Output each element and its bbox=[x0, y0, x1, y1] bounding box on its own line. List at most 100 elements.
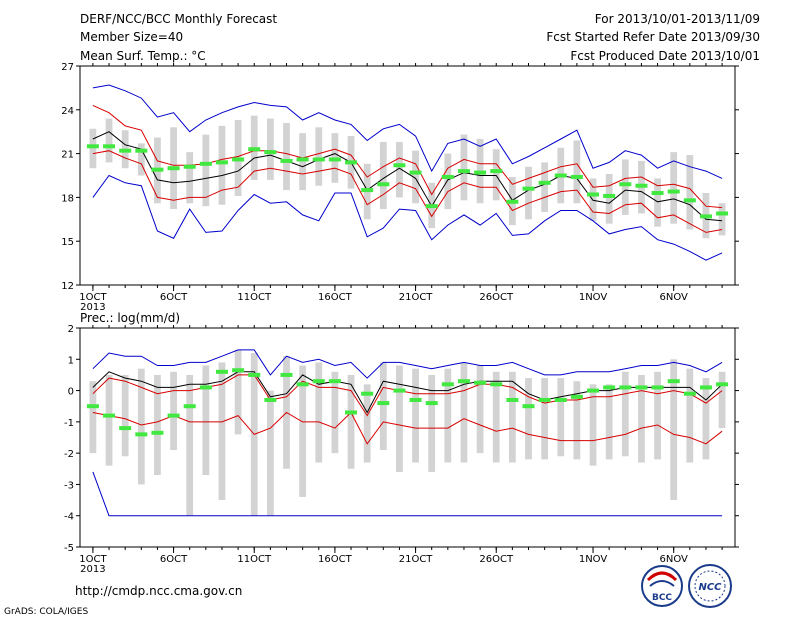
ensemble-range-box bbox=[670, 152, 678, 224]
y-tick-label: -1 bbox=[64, 418, 74, 429]
ensemble-range-box bbox=[670, 359, 678, 501]
ensemble-range-box bbox=[460, 134, 468, 201]
ensemble-range-box bbox=[589, 384, 597, 466]
mean-marker bbox=[716, 211, 729, 216]
ensemble-range-box bbox=[347, 374, 355, 469]
ensemble-range-box bbox=[525, 166, 532, 220]
mean-marker bbox=[183, 404, 196, 409]
y-tick-label: 0 bbox=[68, 387, 74, 398]
mean-marker bbox=[167, 166, 180, 171]
fcst-produced-label: Fcst Produced Date 2013/10/01 bbox=[570, 49, 760, 63]
ensemble-range-box bbox=[121, 374, 129, 457]
y-tick-label: -5 bbox=[64, 543, 74, 554]
ensemble-range-box bbox=[396, 365, 403, 472]
mean-marker bbox=[716, 382, 729, 387]
mean-marker bbox=[554, 397, 567, 402]
mean-marker bbox=[490, 169, 503, 174]
ensemble-range-box bbox=[718, 203, 726, 236]
mean-marker bbox=[86, 144, 99, 149]
mean-marker bbox=[393, 388, 406, 393]
mean-marker bbox=[603, 385, 616, 390]
ensemble-range-box bbox=[444, 368, 452, 463]
ensemble-range-box bbox=[428, 374, 436, 472]
grads-credit: GrADS: COLA/IGES bbox=[4, 607, 88, 617]
ensemble-range-box bbox=[283, 122, 290, 191]
mean-marker bbox=[506, 199, 519, 204]
member-size-label: Member Size=40 bbox=[80, 30, 183, 44]
mean-marker bbox=[345, 410, 358, 415]
mean-marker bbox=[312, 379, 325, 384]
ensemble-range-box bbox=[137, 368, 145, 485]
x-tick-label: 16OCT bbox=[318, 554, 353, 565]
ensemble-range-box bbox=[702, 378, 710, 460]
ensemble-range-box bbox=[396, 141, 403, 198]
mean-marker bbox=[635, 385, 648, 390]
series-blue-upper bbox=[92, 349, 723, 379]
x-tick-label: 1OCT bbox=[79, 554, 107, 565]
mean-marker bbox=[328, 157, 341, 162]
mean-marker bbox=[457, 379, 470, 384]
mean-marker bbox=[151, 430, 164, 435]
mean-marker bbox=[103, 413, 116, 418]
ensemble-range-box bbox=[186, 152, 194, 204]
ensemble-range-box bbox=[363, 384, 371, 463]
ensemble-range-box bbox=[218, 362, 226, 501]
ensemble-range-box bbox=[105, 118, 113, 163]
mean-marker bbox=[425, 401, 438, 406]
ensemble-range-box bbox=[154, 374, 161, 476]
series-red-lower bbox=[92, 150, 723, 233]
mean-marker bbox=[457, 169, 470, 174]
series-blue-lower bbox=[92, 174, 723, 261]
mean-marker bbox=[441, 174, 454, 179]
ensemble-range-box bbox=[331, 371, 339, 454]
ensemble-range-box bbox=[621, 371, 629, 457]
mean-marker bbox=[215, 369, 228, 374]
figure-title: DERF/NCC/BCC Monthly Forecast bbox=[80, 12, 277, 26]
mean-marker bbox=[199, 385, 212, 390]
mean-marker bbox=[409, 397, 422, 402]
panel2-variable-label: Prec.: log(mm/d) bbox=[80, 311, 180, 325]
ensemble-range-box bbox=[621, 159, 629, 215]
x-tick-label: 6NOV bbox=[659, 554, 688, 565]
mean-marker bbox=[199, 161, 212, 166]
mean-marker bbox=[248, 147, 261, 152]
mean-marker bbox=[215, 160, 228, 165]
ensemble-range-box bbox=[89, 128, 97, 169]
x-year-label: 2013 bbox=[80, 302, 105, 313]
ensemble-range-box bbox=[508, 371, 516, 463]
mean-marker bbox=[409, 170, 422, 175]
x-tick-label: 26OCT bbox=[479, 292, 514, 303]
x-tick-label: 6NOV bbox=[659, 292, 688, 303]
source-url: http://cmdp.ncc.cma.gov.cn bbox=[75, 584, 242, 598]
mean-marker bbox=[619, 385, 632, 390]
mean-marker bbox=[167, 413, 180, 418]
x-tick-label: 6OCT bbox=[160, 292, 188, 303]
mean-marker bbox=[183, 164, 196, 169]
mean-marker bbox=[377, 182, 390, 187]
ensemble-range-box bbox=[654, 371, 661, 460]
x-tick-label: 6OCT bbox=[160, 554, 188, 565]
mean-marker bbox=[328, 379, 341, 384]
mean-marker bbox=[474, 170, 487, 175]
mean-marker bbox=[667, 379, 680, 384]
mean-marker bbox=[119, 426, 132, 431]
mean-marker bbox=[506, 397, 519, 402]
ensemble-range-box bbox=[573, 140, 581, 204]
ensemble-range-box bbox=[573, 381, 581, 460]
mean-marker bbox=[103, 144, 116, 149]
mean-marker bbox=[345, 160, 358, 165]
mean-marker bbox=[603, 193, 616, 198]
mean-marker bbox=[667, 189, 680, 194]
x-tick-label: 11OCT bbox=[237, 292, 272, 303]
mean-marker bbox=[393, 163, 406, 168]
mean-marker bbox=[280, 372, 293, 377]
y-tick-label: 27 bbox=[61, 62, 74, 73]
y-tick-label: -3 bbox=[64, 480, 74, 491]
x-tick-label: 16OCT bbox=[318, 292, 353, 303]
mean-marker bbox=[538, 397, 551, 402]
mean-marker bbox=[570, 174, 583, 179]
series-blue-lower bbox=[92, 471, 723, 517]
x-year-label: 2013 bbox=[80, 564, 105, 575]
mean-marker bbox=[683, 391, 696, 396]
